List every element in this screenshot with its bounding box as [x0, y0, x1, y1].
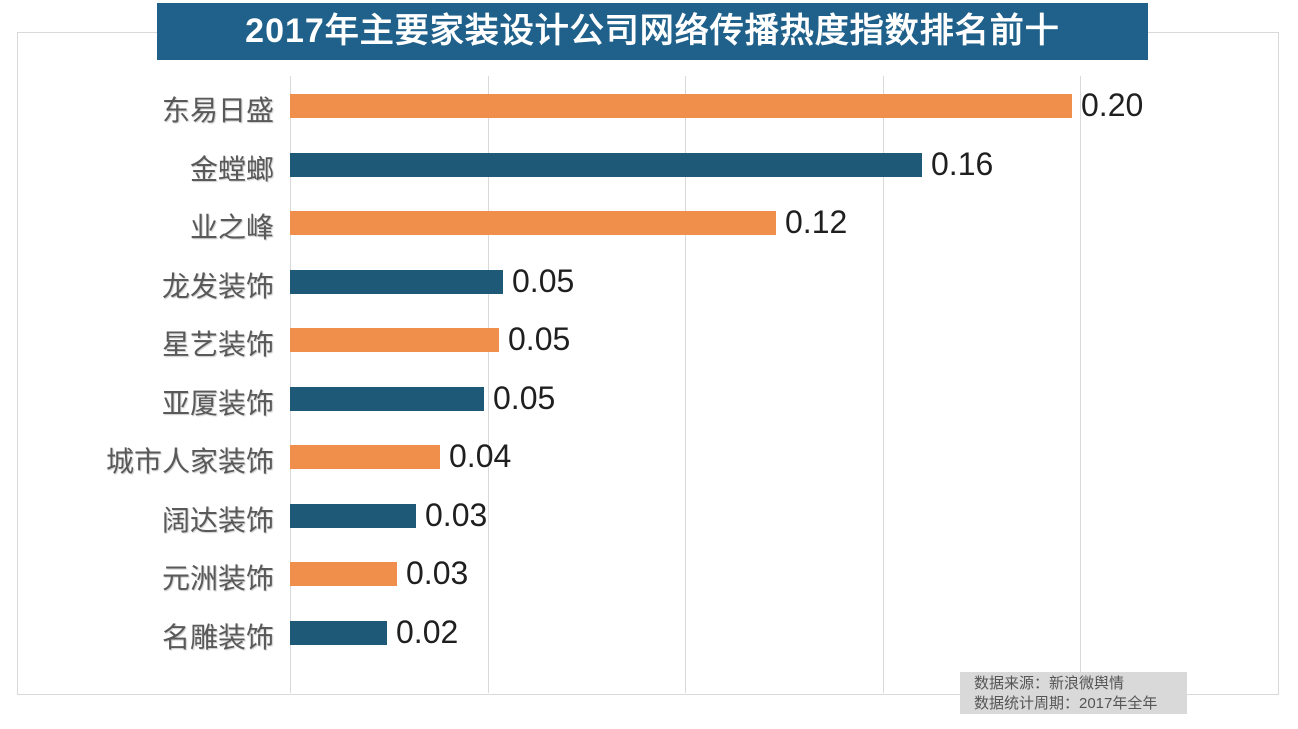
page-title: 2017年主要家装设计公司网络传播热度指数排名前十 — [245, 12, 1060, 50]
category-label: 星艺装饰 — [161, 329, 274, 360]
bar — [290, 328, 499, 352]
gridline — [1080, 76, 1082, 693]
bar — [290, 620, 387, 645]
bar — [290, 152, 922, 177]
category-label: 城市人家装饰 — [105, 446, 274, 477]
bar — [290, 503, 416, 528]
category-label: 亚厦装饰 — [161, 387, 274, 419]
gridline — [882, 76, 884, 693]
bar — [290, 386, 484, 411]
bar — [290, 211, 776, 235]
period-line: 数据统计周期：2017年全年 — [974, 695, 1158, 712]
source-note: 数据来源：新浪微舆情 数据统计周期：2017年全年 — [960, 672, 1187, 714]
value-label: 0.05 — [493, 379, 556, 416]
category-label: 名雕装饰 — [161, 621, 274, 653]
value-label: 0.02 — [396, 613, 459, 650]
bar — [290, 562, 397, 586]
source-line: 数据来源：新浪微舆情 — [974, 675, 1125, 692]
value-label: 0.03 — [425, 496, 488, 533]
bar — [290, 269, 503, 294]
gridline — [685, 76, 687, 693]
value-label: 0.20 — [1081, 87, 1144, 123]
value-label: 0.12 — [785, 204, 848, 240]
category-label: 元洲装饰 — [161, 563, 274, 594]
value-label: 0.03 — [406, 555, 469, 591]
title-banner: 2017年主要家装设计公司网络传播热度指数排名前十 — [157, 3, 1148, 60]
value-label: 0.05 — [512, 262, 575, 299]
category-label: 阔达装饰 — [161, 504, 274, 536]
bar — [290, 445, 440, 469]
value-label: 0.04 — [449, 438, 512, 474]
category-label: 业之峰 — [189, 212, 274, 243]
chart-frame — [17, 32, 1279, 695]
value-label: 0.05 — [508, 321, 571, 357]
value-label: 0.16 — [931, 145, 994, 182]
category-label: 龙发装饰 — [161, 270, 274, 302]
category-label: 金螳螂 — [189, 153, 274, 185]
bar — [290, 94, 1072, 118]
category-label: 东易日盛 — [161, 95, 274, 126]
gridline — [290, 76, 291, 693]
gridline — [487, 76, 489, 693]
